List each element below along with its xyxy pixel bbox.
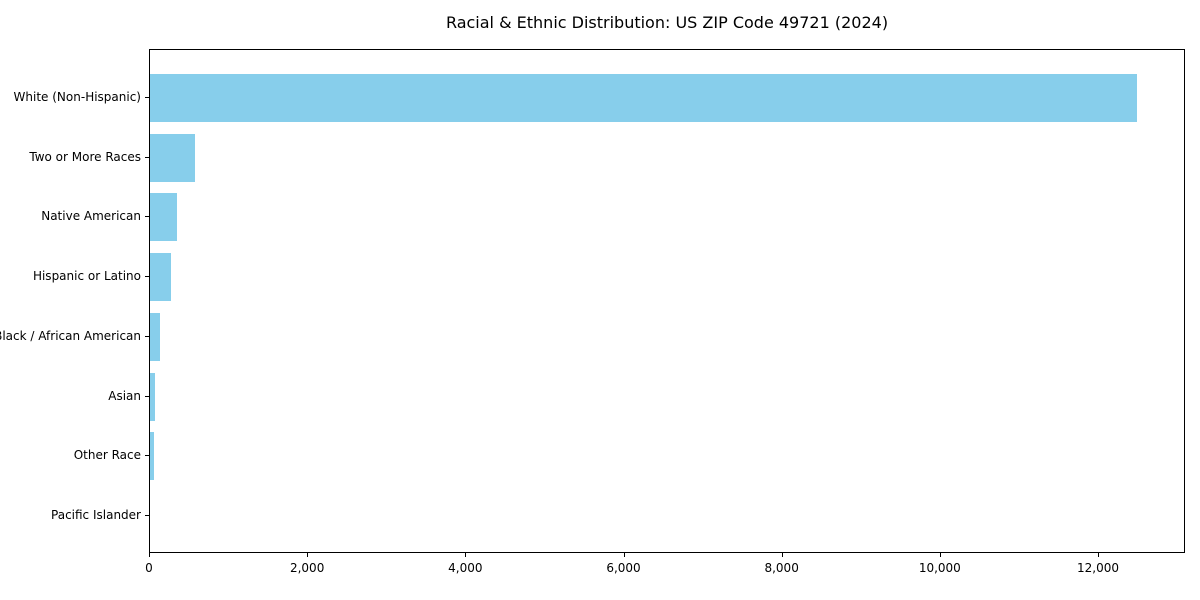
y-tick-label: Two or More Races [29, 149, 141, 164]
y-tick-mark [145, 395, 149, 397]
y-tick-label: Pacific Islander [51, 507, 141, 522]
x-tick-label: 10,000 [918, 561, 961, 575]
y-tick-label: Hispanic or Latino [32, 269, 141, 284]
x-tick-mark [307, 553, 309, 557]
bar [150, 193, 177, 242]
y-tick-label: Asian [108, 388, 141, 403]
y-tick-mark [145, 156, 149, 158]
x-tick-mark [149, 553, 150, 557]
chart-title: Racial & Ethnic Distribution: US ZIP Cod… [445, 13, 889, 32]
y-tick-mark [145, 514, 149, 516]
bar [150, 74, 1137, 122]
bar [150, 372, 155, 421]
y-tick-mark [145, 455, 149, 457]
y-tick-label: Native American [41, 209, 141, 224]
x-tick-mark [1098, 553, 1099, 557]
x-tick-label: 6,000 [606, 561, 641, 575]
x-tick-label: 8,000 [764, 561, 799, 575]
y-tick-mark [145, 276, 149, 278]
y-tick-mark [145, 216, 149, 218]
x-tick-mark [781, 553, 783, 557]
x-tick-label: 4,000 [448, 561, 483, 575]
x-tick-label: 12,000 [1077, 561, 1119, 575]
bar [150, 253, 171, 302]
bar [150, 133, 196, 182]
y-tick-mark [145, 335, 149, 337]
y-tick-mark [145, 97, 149, 98]
y-tick-label: Other Race [73, 448, 141, 463]
x-tick-label: 0 [145, 561, 153, 575]
x-tick-label: 2,000 [289, 561, 325, 575]
y-tick-label: Black / African American [0, 328, 141, 343]
x-tick-mark [465, 553, 467, 557]
bar [150, 432, 154, 481]
y-tick-label: White (Non-Hispanic) [13, 90, 141, 104]
bar [150, 312, 160, 361]
x-tick-mark [939, 553, 941, 557]
plot-area [149, 49, 1185, 553]
x-tick-mark [623, 553, 625, 557]
